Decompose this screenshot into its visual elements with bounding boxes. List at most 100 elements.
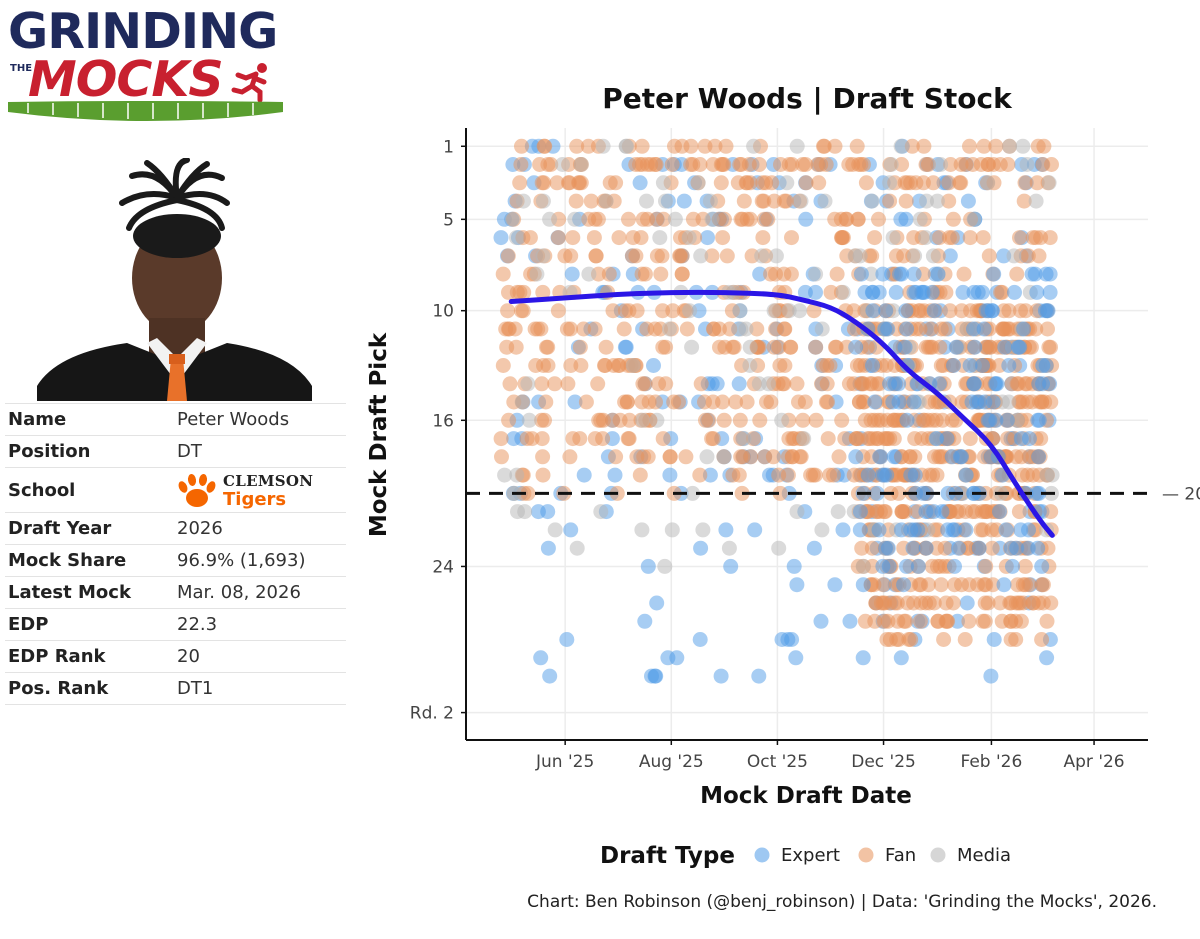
mock-point-fan (915, 175, 931, 191)
mock-point-fan (588, 248, 604, 264)
mock-point-expert (1029, 284, 1045, 300)
mock-point-fan (827, 211, 843, 227)
mock-point-fan (815, 358, 831, 373)
mock-point-media (925, 248, 941, 264)
mock-point-media (883, 157, 899, 172)
info-label: Mock Share (8, 550, 127, 571)
mock-point-expert (1035, 358, 1051, 373)
mock-point-fan (945, 211, 961, 227)
mock-point-media (779, 175, 795, 191)
mock-point-expert (567, 394, 583, 410)
mock-point-expert (1005, 558, 1020, 574)
mock-point-fan (595, 431, 611, 447)
mock-point-expert (1031, 449, 1047, 465)
mock-point-expert (960, 193, 976, 209)
mock-point-expert (607, 467, 623, 483)
mock-point-expert (872, 449, 888, 465)
mock-point-fan (611, 230, 627, 246)
mock-point-media (793, 193, 809, 209)
mock-point-fan (563, 248, 579, 264)
mock-point-expert (867, 394, 883, 410)
mock-point-fan (1008, 632, 1024, 647)
mock-point-fan (679, 321, 695, 337)
mock-point-fan (534, 175, 550, 191)
mock-point-fan (1035, 577, 1051, 593)
mock-point-fan (895, 504, 911, 520)
mock-point-media (864, 193, 880, 209)
mock-point-fan (522, 230, 538, 246)
mock-point-media (817, 193, 833, 209)
mock-point-expert (871, 284, 887, 300)
mock-point-media (695, 522, 711, 538)
mock-point-fan (912, 321, 928, 337)
mock-point-fan (931, 230, 947, 246)
mock-point-fan (977, 504, 993, 520)
mock-point-fan (890, 613, 906, 629)
y-axis-title: Mock Draft Pick (366, 332, 392, 537)
mock-point-fan (888, 248, 904, 264)
mock-point-fan (923, 321, 938, 337)
mock-point-media (657, 558, 673, 574)
mock-point-expert (860, 467, 876, 483)
mock-point-fan (772, 358, 788, 373)
mock-point-fan (818, 157, 834, 172)
mock-point-fan (957, 632, 973, 647)
mock-point-expert (752, 266, 768, 282)
mock-point-fan (713, 175, 729, 191)
mock-point-fan (877, 595, 893, 611)
mock-point-expert (959, 595, 975, 611)
legend-label-media: Media (957, 845, 1011, 866)
mock-point-fan (947, 577, 963, 593)
mock-point-fan (816, 138, 832, 154)
mock-point-fan (775, 376, 791, 392)
mock-point-media (754, 248, 770, 264)
mock-point-expert (955, 284, 971, 300)
runner-icon (231, 63, 267, 102)
mock-point-fan (540, 339, 556, 355)
mock-point-expert (564, 266, 580, 282)
mock-point-media (1006, 248, 1022, 264)
mock-point-fan (848, 431, 864, 447)
mock-point-expert (947, 558, 962, 574)
mock-point-expert (898, 303, 914, 319)
mock-point-expert (865, 303, 881, 319)
mock-point-fan (573, 175, 589, 191)
mock-point-fan (834, 412, 850, 428)
mock-point-expert (967, 339, 983, 355)
mock-point-media (751, 376, 767, 392)
info-value: Mar. 08, 2026 (177, 582, 301, 603)
y-tick-label: 24 (432, 557, 454, 577)
mock-point-fan (605, 412, 621, 428)
mock-point-fan (664, 157, 680, 172)
mock-point-fan (535, 284, 551, 300)
mock-point-fan (929, 467, 945, 483)
mock-point-fan (956, 266, 972, 282)
info-label: EDP (8, 614, 49, 635)
mock-point-fan (617, 303, 633, 319)
mock-point-expert (978, 303, 994, 319)
mock-point-fan (734, 211, 750, 227)
mock-point-media (1002, 138, 1017, 154)
mock-point-fan (655, 431, 671, 447)
mock-point-fan (647, 157, 663, 172)
mock-point-fan (1043, 504, 1059, 520)
mock-point-fan (705, 394, 721, 410)
x-tick-label: Aug '25 (639, 752, 704, 772)
mock-point-media (547, 522, 563, 538)
mock-point-media (771, 540, 787, 556)
mock-point-fan (975, 230, 991, 246)
mock-point-expert (747, 522, 763, 538)
mock-point-expert (646, 358, 661, 373)
mock-point-media (529, 266, 545, 282)
mock-point-fan (598, 339, 614, 355)
legend-title: Draft Type (600, 843, 735, 869)
mock-point-media (535, 248, 551, 264)
mock-point-expert (835, 522, 851, 538)
mock-point-fan (941, 193, 957, 209)
info-value: 20 (177, 646, 200, 667)
mock-point-expert (751, 668, 767, 684)
mock-point-expert (905, 540, 921, 556)
mock-point-media (796, 431, 812, 447)
mock-point-fan (1034, 632, 1050, 647)
grinding-the-mocks-logo: GRINDING THE MOCKS (8, 6, 283, 126)
